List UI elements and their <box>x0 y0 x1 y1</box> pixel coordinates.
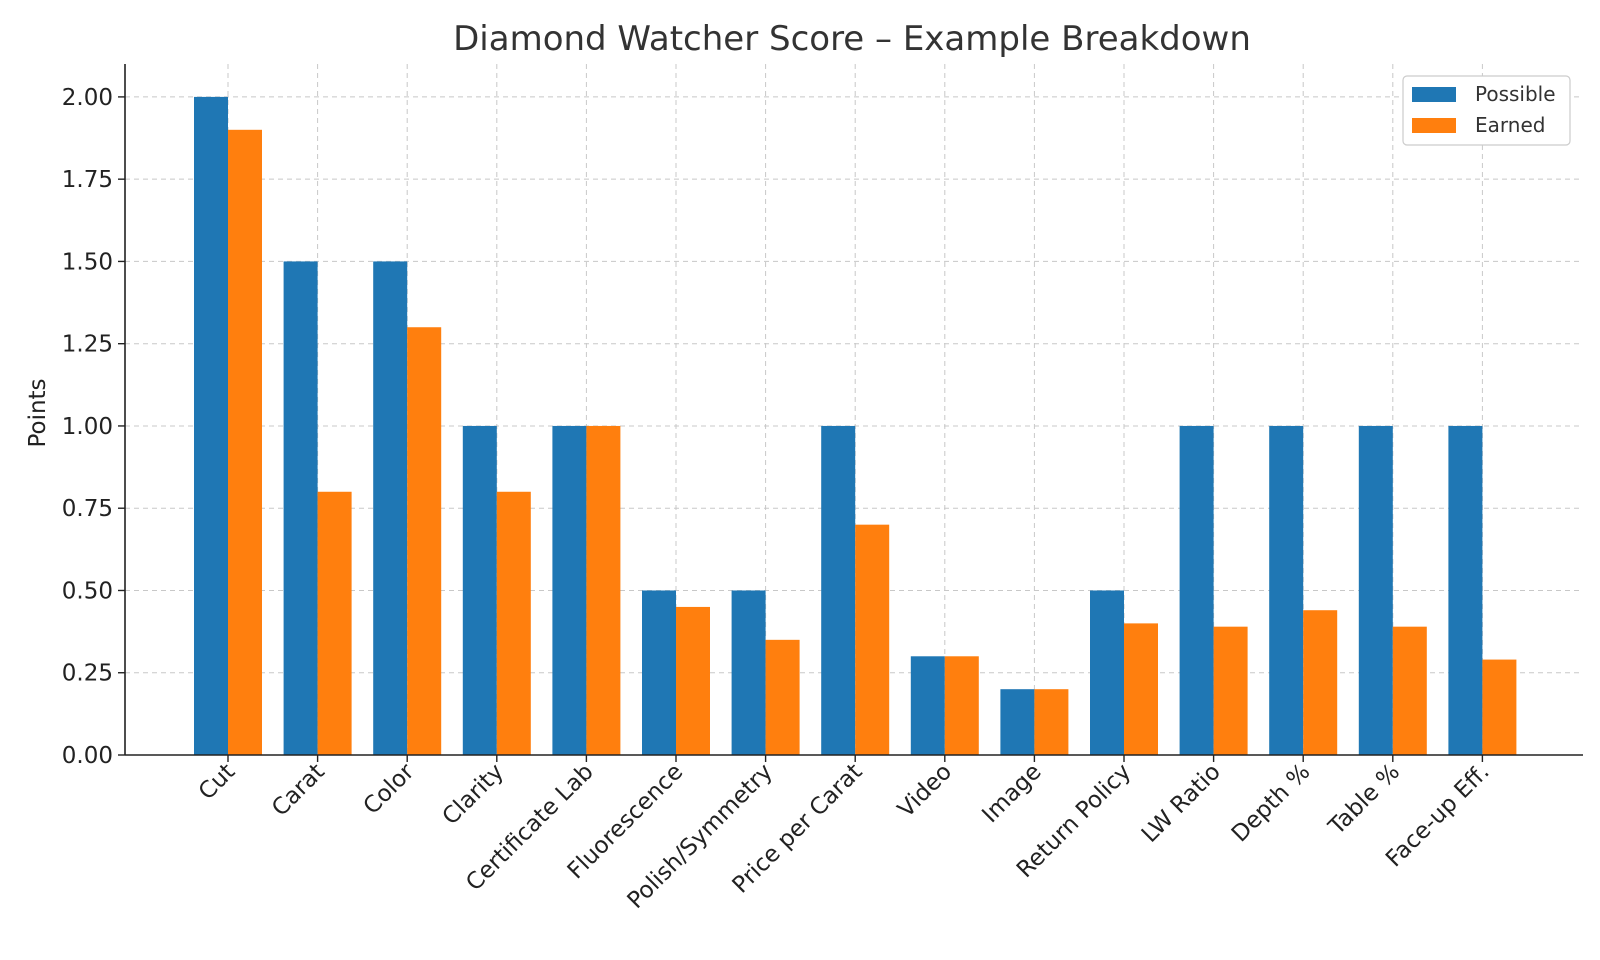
bar-possible-1 <box>283 261 318 755</box>
bar-possible-0 <box>194 96 228 755</box>
bar-possible-11 <box>1179 425 1214 755</box>
bar-earned-9 <box>1034 689 1069 755</box>
bar-possible-3 <box>462 425 497 755</box>
bar-earned-4 <box>586 425 621 755</box>
bar-possible-13 <box>1358 425 1393 755</box>
bar-earned-0 <box>228 129 262 756</box>
legend: Possible Earned <box>1402 75 1571 146</box>
bar-earned-6 <box>765 639 800 755</box>
bar-possible-8 <box>910 656 945 755</box>
bar-possible-9 <box>1000 689 1035 755</box>
x-tick-label: Clarity <box>438 759 509 830</box>
bar-earned-12 <box>1303 610 1338 755</box>
legend-swatch-possible <box>1412 87 1456 102</box>
x-tick-label: Depth % <box>1227 759 1316 848</box>
y-tick-label: 1.50 <box>62 249 113 275</box>
x-tick-label: Table % <box>1323 759 1405 841</box>
y-tick-label: 0.25 <box>62 661 113 687</box>
bar-earned-10 <box>1124 623 1158 755</box>
bar-earned-14 <box>1482 659 1517 755</box>
bar-possible-14 <box>1448 425 1483 755</box>
bar-possible-5 <box>642 590 676 755</box>
x-tick-label: Color <box>359 758 420 819</box>
bar-earned-5 <box>676 606 710 755</box>
legend-label-earned: Earned <box>1475 113 1545 137</box>
bar-earned-11 <box>1213 626 1248 755</box>
y-tick-label: 2.00 <box>62 85 113 111</box>
y-tick-label: 0.75 <box>62 496 113 522</box>
y-axis-label: Points <box>25 378 51 447</box>
y-tick-label: 0.50 <box>62 578 113 604</box>
y-tick-label: 1.25 <box>62 332 113 358</box>
x-tick-label: Image <box>977 759 1046 828</box>
x-tick-label: Cut <box>194 759 240 805</box>
x-tick-label: Carat <box>267 759 330 822</box>
legend-swatch-earned <box>1412 118 1456 133</box>
bar-earned-3 <box>496 491 531 755</box>
bar-earned-13 <box>1392 626 1427 755</box>
y-tick-label: 1.75 <box>62 167 113 193</box>
bar-possible-2 <box>373 261 408 755</box>
bar-possible-4 <box>552 425 587 755</box>
bar-possible-6 <box>731 590 766 755</box>
bar-possible-7 <box>821 425 856 755</box>
bar-earned-1 <box>317 491 352 755</box>
y-tick-label: 0.00 <box>62 743 113 769</box>
x-tick-label: LW Ratio <box>1137 759 1226 848</box>
chart-title: Diamond Watcher Score – Example Breakdow… <box>453 19 1251 59</box>
bar-possible-10 <box>1090 590 1124 755</box>
bars <box>194 96 1517 756</box>
bar-possible-12 <box>1269 425 1304 755</box>
legend-label-possible: Possible <box>1475 82 1556 106</box>
bar-earned-2 <box>407 327 442 755</box>
bar-earned-8 <box>944 656 979 755</box>
bar-earned-7 <box>855 524 890 755</box>
y-tick-label: 1.00 <box>62 414 113 440</box>
x-tick-label: Video <box>893 759 957 823</box>
y-axis-ticks: 0.00 0.25 0.50 0.75 1.00 1.25 1.50 1.75 2.00 <box>62 85 125 769</box>
